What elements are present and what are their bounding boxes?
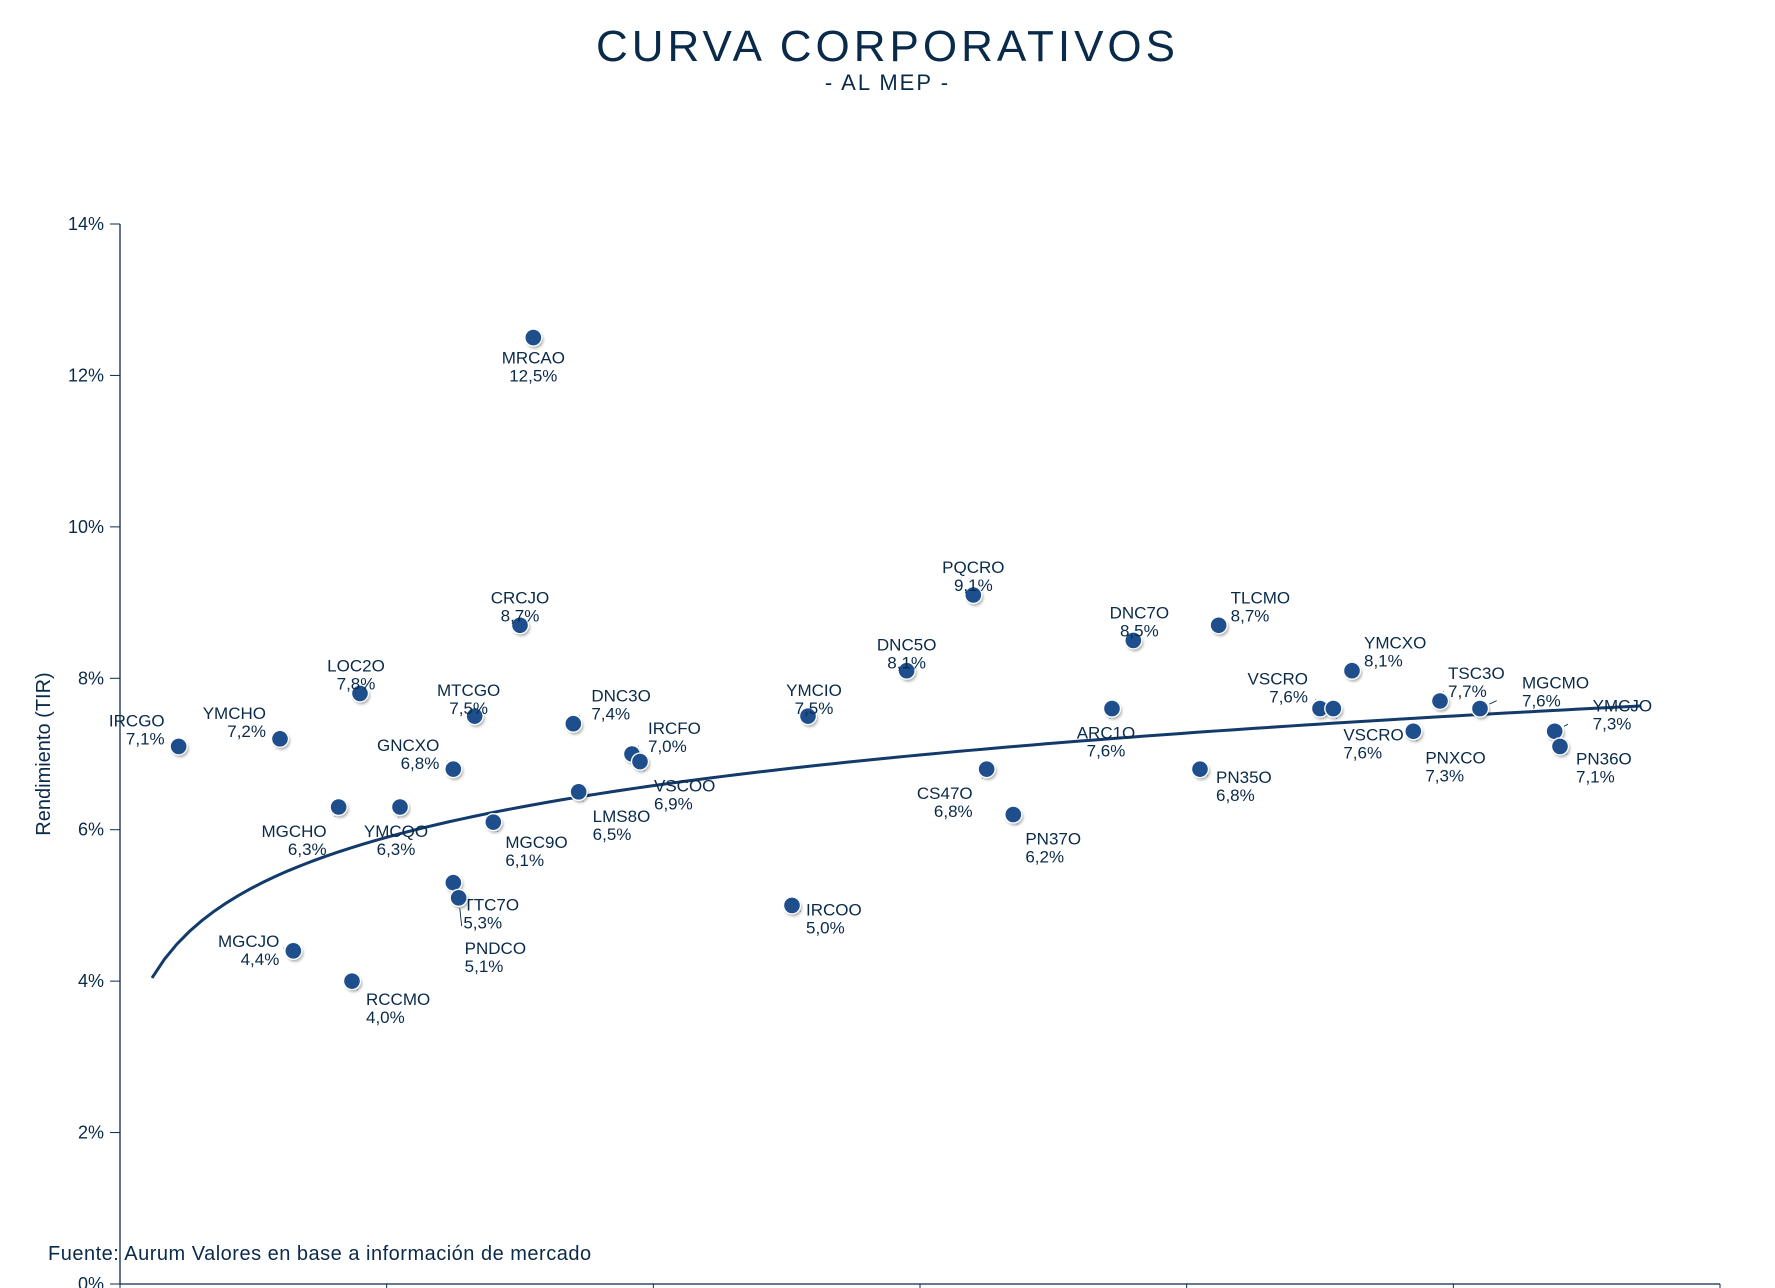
svg-text:10%: 10% xyxy=(68,517,104,537)
label-DNC7O: DNC7O8,5% xyxy=(1110,603,1170,640)
label-ARC1O: ARC1O7,6% xyxy=(1077,724,1136,761)
label-TLCMO: TLCMO8,7% xyxy=(1231,588,1291,625)
label-VSCRO_2: VSCRO7,6% xyxy=(1343,726,1403,763)
data-point-PN36O xyxy=(1552,738,1571,757)
data-point-MGCHO xyxy=(330,799,349,818)
data-point-IRCGO xyxy=(170,738,189,757)
svg-text:4%: 4% xyxy=(78,971,104,991)
label-YMCJO: YMCJO7,3% xyxy=(1593,696,1653,733)
data-point-GNCXO xyxy=(445,761,464,780)
svg-text:8%: 8% xyxy=(78,668,104,688)
label-VSCRO: VSCRO7,6% xyxy=(1248,670,1308,707)
label-LOC2O: LOC2O7,8% xyxy=(327,656,385,693)
data-point-DNC3O xyxy=(565,715,584,734)
chart-source: Fuente: Aurum Valores en base a informac… xyxy=(48,1243,592,1266)
label-MGCHO: MGCHO6,3% xyxy=(261,822,326,859)
label-PN35O: PN35O6,8% xyxy=(1216,768,1272,805)
label-PQCRO: PQCRO9,1% xyxy=(942,558,1004,595)
data-point-LMS8O xyxy=(570,783,589,802)
trend-curve xyxy=(152,706,1640,978)
label-IRCGO: IRCGO7,1% xyxy=(109,711,165,748)
data-point-IRCOO xyxy=(784,897,803,916)
label-MTCGO: MTCGO7,5% xyxy=(437,681,500,718)
label-MGC9O: MGC9O6,1% xyxy=(505,833,567,870)
data-point-RCCMO xyxy=(344,973,363,992)
label-VSCOO: VSCOO6,9% xyxy=(654,777,715,814)
data-point-CS47O xyxy=(978,761,997,780)
data-point-YMCQO xyxy=(392,799,411,818)
label-YMCQO: YMCQO6,3% xyxy=(364,822,428,859)
data-point-MRCAO xyxy=(525,329,544,348)
label-MGCJO: MGCJO4,4% xyxy=(218,932,279,969)
label-IRCFO: IRCFO7,0% xyxy=(648,719,701,756)
data-point-MGC9O xyxy=(485,814,504,833)
y-axis-label: Rendimiento (TIR) xyxy=(33,672,55,835)
label-TTC7O: TTC7O5,3% xyxy=(463,896,519,933)
data-point-YMCHO xyxy=(272,730,291,749)
data-point-ARC1O xyxy=(1104,700,1123,719)
label-CS47O: CS47O6,8% xyxy=(917,784,973,821)
label-PNXCO: PNXCO7,3% xyxy=(1425,748,1485,785)
scatter-chart: 0,01,02,03,04,05,06,00%2%4%6%8%10%12%14%… xyxy=(0,104,1775,1288)
svg-text:0%: 0% xyxy=(78,1274,104,1288)
label-PN37O: PN37O6,2% xyxy=(1025,830,1081,867)
data-point-PN37O xyxy=(1005,806,1024,825)
label-TSC3O: TSC3O7,7% xyxy=(1448,664,1505,701)
svg-text:2%: 2% xyxy=(78,1123,104,1143)
label-DNC3O: DNC3O7,4% xyxy=(591,687,651,724)
chart-subtitle: - AL MEP - xyxy=(0,70,1775,96)
label-MRCAO: MRCAO12,5% xyxy=(502,349,565,386)
label-LMS8O: LMS8O6,5% xyxy=(593,807,651,844)
label-IRCOO: IRCOO5,0% xyxy=(806,900,862,937)
svg-text:12%: 12% xyxy=(68,365,104,385)
label-PNDCO: PNDCO5,1% xyxy=(465,939,526,976)
label-RCCMO: RCCMO4,0% xyxy=(366,990,430,1027)
data-point-TLCMO xyxy=(1210,617,1229,636)
svg-text:6%: 6% xyxy=(78,820,104,840)
label-DNC5O: DNC5O8,1% xyxy=(877,636,937,673)
data-point-YMCXO xyxy=(1344,662,1363,681)
data-point-MGCJO xyxy=(283,942,303,961)
data-point-PN35O xyxy=(1192,761,1211,780)
chart-title: CURVA CORPORATIVOS xyxy=(0,22,1775,72)
label-YMCHO: YMCHO7,2% xyxy=(203,704,266,741)
data-point-PNXCO xyxy=(1405,723,1424,742)
label-YMCIO: YMCIO7,5% xyxy=(786,681,842,718)
svg-text:14%: 14% xyxy=(68,214,104,234)
label-MGCMO: MGCMO7,6% xyxy=(1522,674,1589,711)
label-CRCJO: CRCJO8,7% xyxy=(491,588,550,625)
label-YMCXO: YMCXO8,1% xyxy=(1364,634,1426,671)
chart-container: 0,01,02,03,04,05,06,00%2%4%6%8%10%12%14%… xyxy=(0,104,1775,1288)
label-GNCXO: GNCXO6,8% xyxy=(377,736,439,773)
label-PN36O: PN36O7,1% xyxy=(1576,749,1632,786)
data-point-MGCMO xyxy=(1472,700,1497,719)
